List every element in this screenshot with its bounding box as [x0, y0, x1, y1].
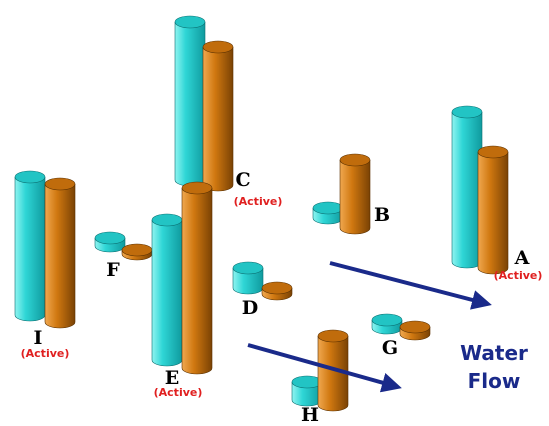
cylinder-body	[452, 112, 482, 268]
cylinder-top	[318, 330, 348, 342]
cylinder-top	[152, 214, 182, 226]
cylinder-body	[478, 152, 508, 274]
node-status: (Active)	[21, 347, 70, 360]
cylinder-top	[262, 282, 292, 294]
node-label: A	[514, 247, 530, 269]
flow-label: Flow	[468, 369, 521, 393]
cylinder-top	[313, 202, 343, 214]
cylinder-top	[340, 154, 370, 166]
cylinder-top	[372, 314, 402, 326]
cylinders	[15, 16, 508, 411]
cylinder-body	[175, 22, 205, 186]
cylinder-body	[340, 160, 370, 234]
cylinder-top	[233, 262, 263, 274]
node-label: D	[242, 297, 258, 319]
cylinder-top	[45, 178, 75, 190]
cylinder-body	[45, 184, 75, 328]
cylinder-top	[182, 182, 212, 194]
cylinder-top	[203, 41, 233, 53]
flow-arrow	[330, 263, 488, 304]
diagram: Water Flow A(Active)BC(Active)DE(Active)…	[0, 0, 549, 426]
node-status: (Active)	[494, 269, 543, 282]
node-status: (Active)	[154, 386, 203, 399]
cylinder-body	[203, 47, 233, 191]
cylinder-top	[175, 16, 205, 28]
cylinder-top	[122, 244, 152, 256]
cylinder-top	[95, 232, 125, 244]
cylinder-top	[400, 321, 430, 333]
cylinder-top	[452, 106, 482, 118]
cylinder-top	[292, 376, 322, 388]
cylinder-top	[15, 171, 45, 183]
node-status: (Active)	[234, 195, 283, 208]
node-label: I	[34, 327, 43, 349]
flow-label: Water	[460, 341, 528, 365]
node-label: G	[382, 337, 398, 359]
node-label: F	[106, 259, 120, 281]
cylinder-body	[182, 188, 212, 374]
cylinder-top	[478, 146, 508, 158]
node-label: B	[374, 204, 390, 226]
node-label: C	[235, 169, 250, 191]
node-label: H	[301, 404, 319, 426]
cylinder-body	[15, 177, 45, 321]
cylinder-body	[152, 220, 182, 366]
